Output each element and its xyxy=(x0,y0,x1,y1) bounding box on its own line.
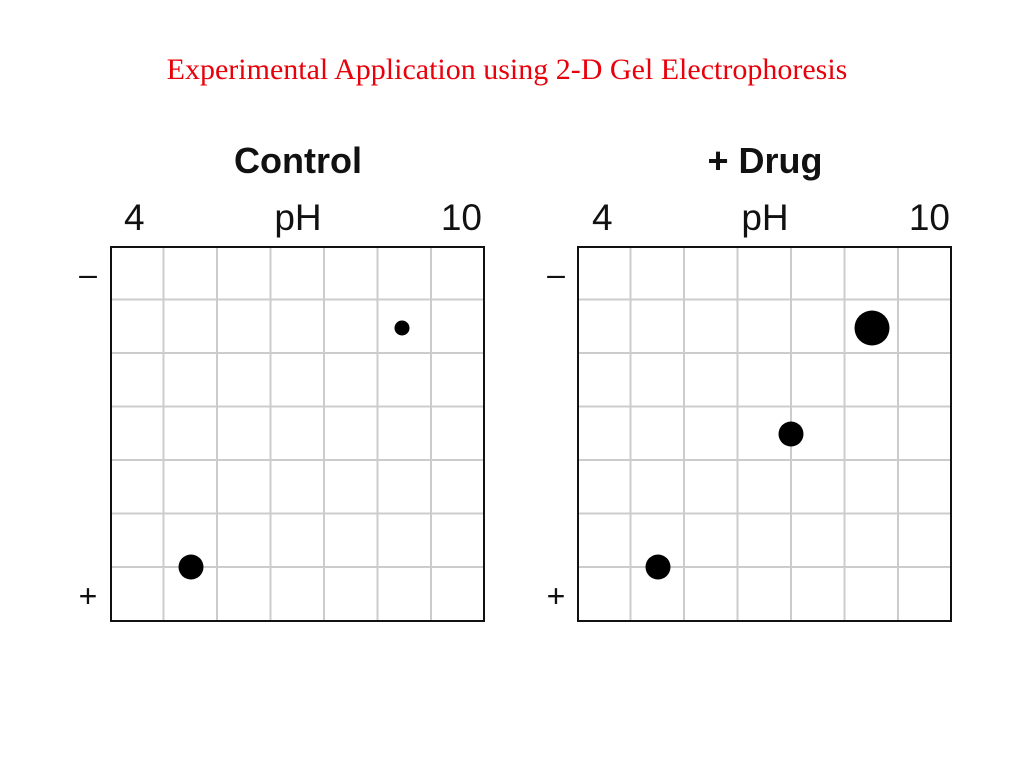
drug-gel-grid xyxy=(578,247,951,621)
control-ph-high-label: 10 xyxy=(440,197,482,238)
control-protein-spot xyxy=(178,554,204,580)
control-ph-low-label: 4 xyxy=(124,197,145,238)
drug-positive-pole-label: + xyxy=(546,578,566,614)
drug-panel-heading: + Drug xyxy=(707,140,823,181)
control-gel-border xyxy=(110,246,485,622)
control-gel-graphic xyxy=(110,246,485,622)
slide-title: Experimental Application using 2-D Gel E… xyxy=(166,53,848,86)
drug-protein-spot-large xyxy=(854,310,890,346)
drug-ph-high-label: 10 xyxy=(908,197,950,238)
drug-gel xyxy=(577,246,952,622)
control-ph-axis-label: pH xyxy=(274,197,322,238)
drug-ph-low-label: 4 xyxy=(592,197,613,238)
control-gel xyxy=(110,246,485,622)
control-negative-pole-label: – xyxy=(79,256,97,292)
drug-gel-graphic xyxy=(577,246,952,622)
drug-protein-spot-new xyxy=(778,421,804,447)
control-panel-heading: Control xyxy=(234,140,362,181)
drug-protein-spot xyxy=(645,554,671,580)
control-protein-spot-small xyxy=(394,320,410,336)
control-gel-grid xyxy=(111,247,484,621)
drug-ph-axis-label: pH xyxy=(741,197,789,238)
drug-negative-pole-label: – xyxy=(547,256,565,292)
control-positive-pole-label: + xyxy=(78,578,98,614)
drug-gel-border xyxy=(577,246,952,622)
